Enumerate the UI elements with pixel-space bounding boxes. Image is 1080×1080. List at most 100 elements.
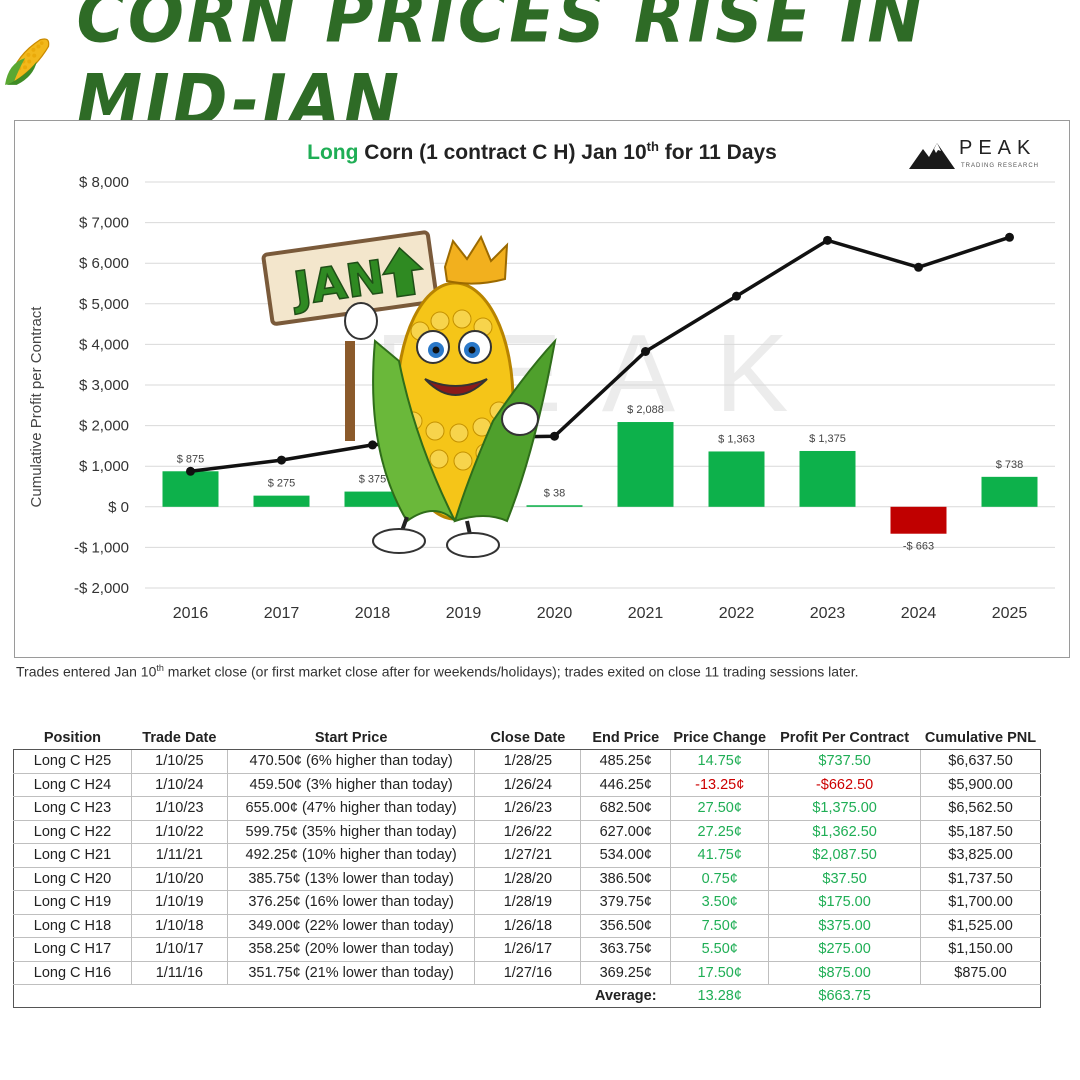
table-cell: 470.50¢ (6% higher than today) (226, 749, 476, 774)
profit-bar (890, 506, 947, 534)
mountain-icon (909, 143, 955, 169)
y-tick-label: $ 2,000 (79, 418, 129, 435)
profit-bar (617, 422, 674, 507)
table-row: Long C H19 1/10/19 376.25¢ (16% lower than… (13, 890, 1041, 915)
average-label: Average: (580, 984, 671, 1008)
table-cell: Long C H25 (13, 749, 132, 774)
headline-text: CORN PRICES RISE IN MID-JAN (76, 0, 926, 143)
table-cell: $737.50 (768, 749, 922, 774)
note-post: market close (or first market close afte… (163, 663, 859, 680)
y-axis-label: Cumulative Profit per Contract (28, 306, 45, 508)
bar-value-label: $ 375 (359, 474, 387, 486)
table-cell: 1/27/21 (474, 843, 582, 868)
table-cell: -13.25¢ (670, 772, 770, 797)
table-cell: Long C H16 (13, 960, 132, 985)
table-cell: 1/28/20 (474, 866, 582, 891)
x-tick-label: 2018 (355, 605, 391, 622)
x-tick-label: 2024 (901, 605, 937, 622)
table-cell: 14.75¢ (670, 749, 770, 774)
x-tick-label: 2016 (173, 605, 209, 622)
bar-value-label: $ 1,363 (718, 433, 755, 445)
y-tick-label: $ 3,000 (79, 377, 129, 394)
profit-bar (253, 495, 310, 507)
table-cell: 1/10/25 (130, 749, 228, 774)
table-cell: 3.50¢ (670, 890, 770, 915)
table-cell: $5,187.50 (920, 819, 1041, 844)
cumulative-point (641, 347, 650, 357)
x-tick-label: 2025 (992, 605, 1028, 622)
table-cell: 1/10/24 (130, 772, 228, 797)
table-cell: Long C H21 (13, 843, 132, 868)
cumulative-point (1005, 232, 1014, 242)
bar-value-label: $ 738 (996, 459, 1024, 471)
table-cell: 627.00¢ (580, 819, 672, 844)
x-tick-label: 2019 (446, 605, 482, 622)
table-cell: Long C H24 (13, 772, 132, 797)
table-cell: -$662.50 (768, 772, 922, 797)
headline: CORN PRICES RISE IN MID-JAN (0, 0, 1080, 142)
profit-bar (162, 471, 219, 507)
x-tick-label: 2021 (628, 605, 664, 622)
y-tick-label: $ 5,000 (79, 296, 129, 313)
header-close-date: Close Date (474, 727, 581, 750)
table-cell: 1/10/18 (130, 913, 228, 938)
table-cell: 485.25¢ (580, 749, 672, 774)
table-cell: 27.25¢ (670, 819, 770, 844)
table-row: Long C H18 1/10/18 349.00¢ (22% lower than… (13, 913, 1041, 938)
note-sup: th (156, 663, 164, 673)
table-cell: 1/10/19 (130, 890, 228, 915)
table-cell: 41.75¢ (670, 843, 770, 868)
table-cell: Long C H18 (13, 913, 132, 938)
table-row: Long C H25 1/10/25 470.50¢ (6% higher than… (13, 749, 1041, 774)
x-tick-label: 2023 (810, 605, 846, 622)
table-cell: 376.25¢ (16% lower than today) (226, 890, 476, 915)
y-tick-label: -$ 2,000 (74, 580, 129, 597)
bar-value-label: $ 38 (544, 487, 565, 499)
x-tick-label: 2022 (719, 605, 755, 622)
table-cell: 1/11/16 (130, 960, 228, 985)
table-cell: 363.75¢ (580, 937, 672, 962)
y-tick-label: $ 8,000 (79, 174, 129, 191)
table-cell: 358.25¢ (20% lower than today) (226, 937, 476, 962)
y-tick-label: $ 0 (108, 499, 129, 516)
table-cell: 655.00¢ (47% higher than today) (226, 796, 476, 821)
cumulative-point (914, 262, 923, 272)
table-cell: 385.75¢ (13% lower than today) (226, 866, 476, 891)
table-cell: Long C H20 (13, 866, 132, 891)
table-cell: 1/10/17 (130, 937, 228, 962)
results-table: Position Trade Date Start Price Close Da… (13, 727, 1041, 1008)
chart-title-sup: th (646, 139, 659, 154)
profit-bar (526, 505, 583, 507)
table-cell: $875.00 (920, 960, 1041, 985)
cumulative-point (550, 431, 559, 441)
table-cell: $1,150.00 (920, 937, 1041, 962)
table-cell: $1,737.50 (920, 866, 1041, 891)
table-cell: 0.75¢ (670, 866, 770, 891)
profit-bar (344, 491, 401, 507)
peak-logo: PEAK TRADING RESEARCH (909, 135, 1049, 175)
table-cell: 1/26/24 (474, 772, 582, 797)
chart-title-text: Corn (1 contract C H) Jan 10 (358, 141, 647, 164)
x-tick-label: 2017 (264, 605, 300, 622)
table-row: Long C H21 1/11/21 492.25¢ (10% higher tha… (13, 843, 1041, 868)
table-cell: 356.50¢ (580, 913, 672, 938)
table-cell: 1/28/19 (474, 890, 582, 915)
table-cell: 1/10/20 (130, 866, 228, 891)
table-cell: 1/27/16 (474, 960, 582, 985)
table-cell: 1/26/18 (474, 913, 582, 938)
table-cell: 492.25¢ (10% higher than today) (226, 843, 476, 868)
cumulative-point (823, 235, 832, 245)
corn-emoji-icon (5, 38, 50, 85)
chart-panel: PEAK $ 8,000 $ 7,000 $ 6,000 $ 5,000 $ 4,000… (14, 120, 1070, 658)
table-cell: 1/10/23 (130, 796, 228, 821)
profit-bar (981, 476, 1038, 507)
table-cell: 682.50¢ (580, 796, 672, 821)
table-row: Long C H22 1/10/22 599.75¢ (35% higher tha… (13, 819, 1041, 844)
table-cell: 446.25¢ (580, 772, 672, 797)
logo-subtitle: TRADING RESEARCH (961, 163, 1040, 169)
header-end-price: End Price (580, 727, 671, 750)
table-cell: $2,087.50 (768, 843, 922, 868)
trade-note: Trades entered Jan 10th market close (or… (16, 663, 858, 680)
average-profit: $663.75 (768, 984, 921, 1008)
table-cell: 379.75¢ (580, 890, 672, 915)
